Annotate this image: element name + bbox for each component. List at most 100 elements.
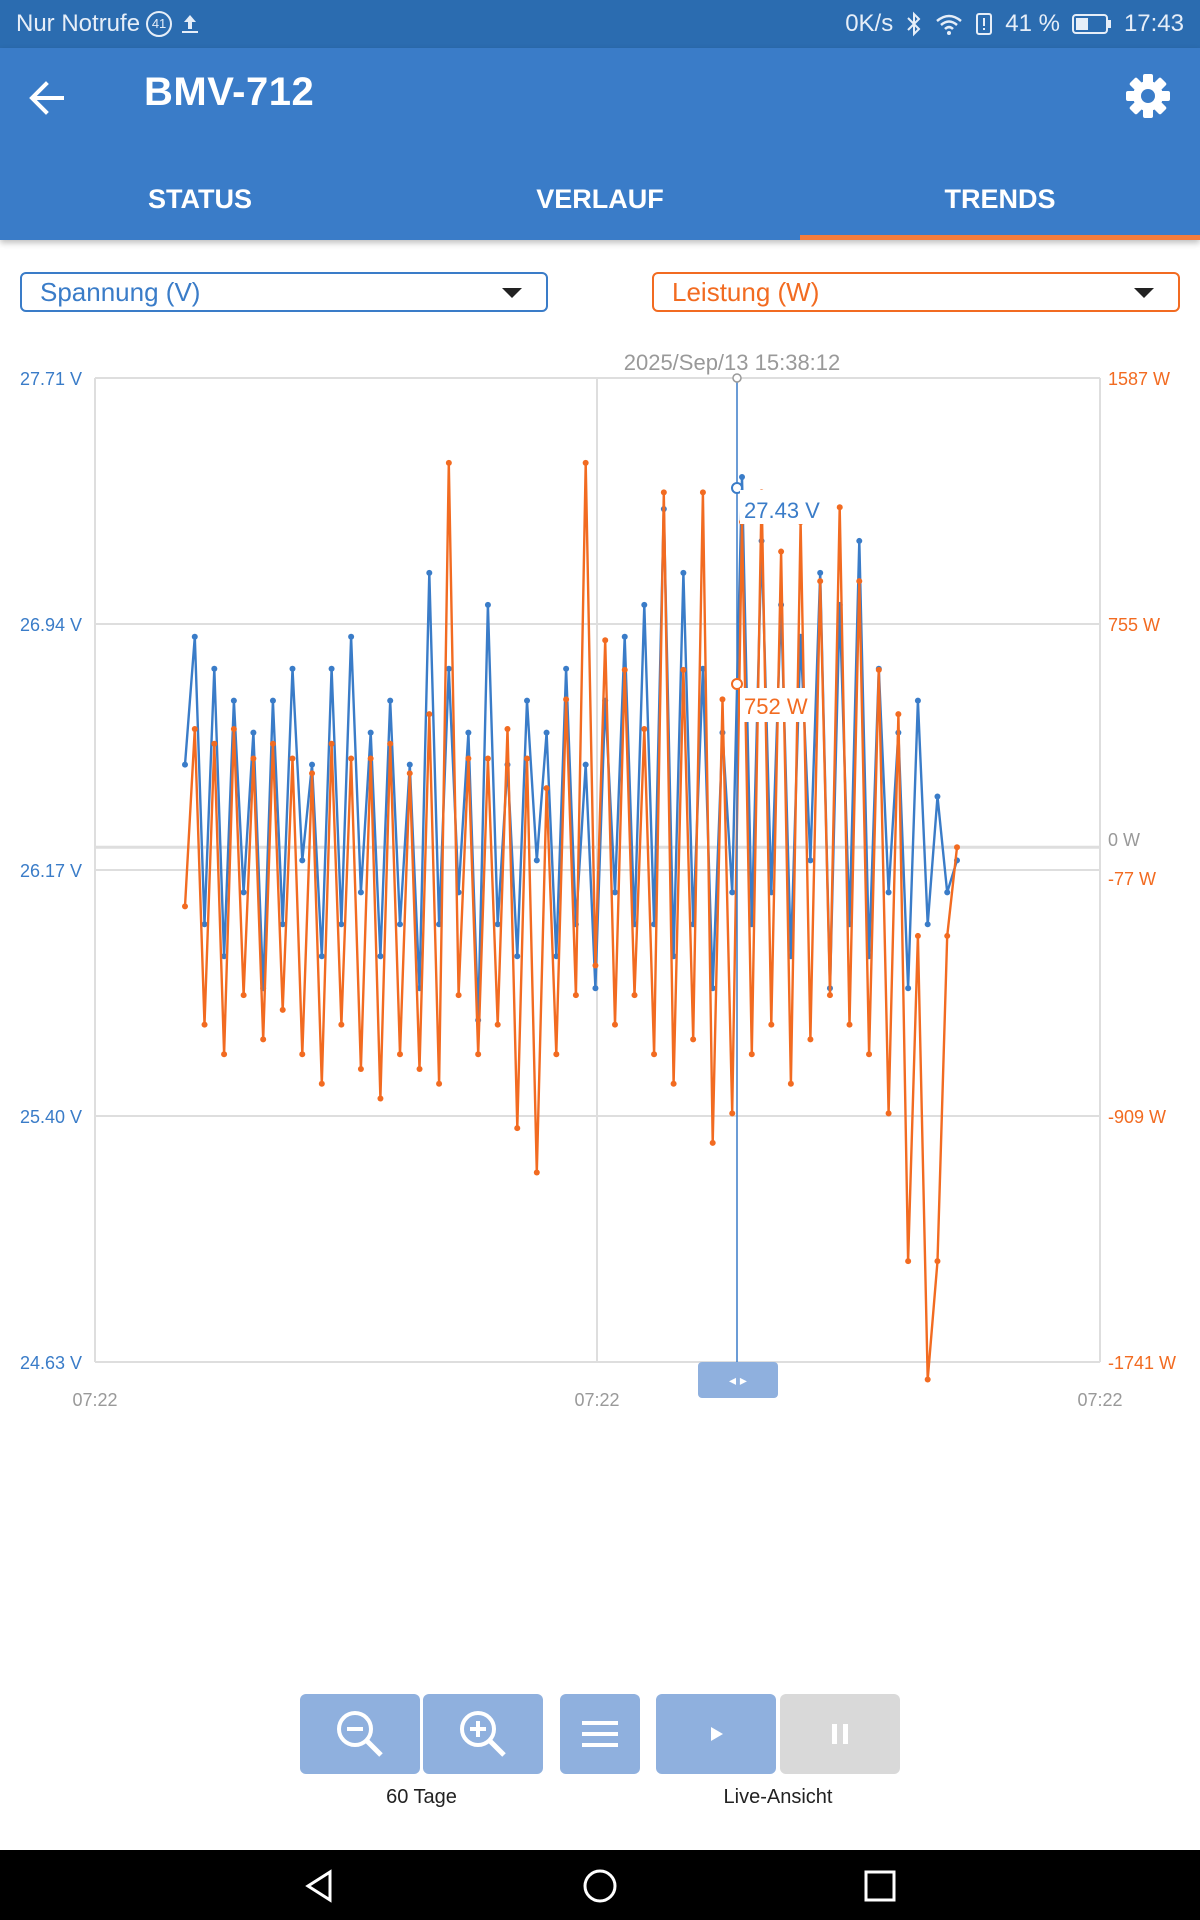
left-axis-select[interactable]: Spannung (V) bbox=[20, 272, 548, 312]
left-axis-tick-label: 24.63 V bbox=[20, 1353, 82, 1373]
chevron-down-icon bbox=[502, 288, 522, 298]
data-point bbox=[611, 1021, 618, 1028]
x-axis-tick-label: 07:22 bbox=[72, 1390, 117, 1410]
data-point bbox=[475, 1051, 482, 1058]
data-point bbox=[191, 725, 198, 732]
left-axis-tick-label: 27.71 V bbox=[20, 369, 82, 389]
clock-text: 17:43 bbox=[1123, 10, 1184, 37]
data-point bbox=[289, 755, 296, 762]
back-arrow-icon bbox=[29, 81, 64, 115]
data-point bbox=[279, 921, 286, 928]
nav-home-icon[interactable] bbox=[580, 1866, 620, 1906]
data-point bbox=[914, 697, 921, 704]
cursor-voltage-marker bbox=[731, 482, 743, 494]
data-point bbox=[514, 953, 521, 960]
data-point bbox=[954, 844, 960, 851]
settings-button[interactable] bbox=[1122, 70, 1174, 122]
data-point bbox=[260, 1036, 267, 1043]
data-point bbox=[240, 889, 247, 896]
series-line bbox=[183, 462, 959, 1380]
data-point bbox=[856, 537, 863, 544]
page-title: BMV-712 bbox=[144, 70, 315, 114]
right-axis-tick-label: 1587 W bbox=[1108, 369, 1170, 389]
app-bar: BMV-712 STATUS VERLAUF TRENDS bbox=[0, 48, 1200, 240]
zoom-in-button[interactable] bbox=[423, 1694, 543, 1774]
data-point bbox=[348, 633, 355, 640]
data-point bbox=[328, 665, 335, 672]
trend-chart[interactable]: 27.71 V 26.94 V 26.17 V 25.40 V 24.63 V 1587 … bbox=[0, 340, 1200, 1660]
back-button[interactable] bbox=[22, 74, 74, 122]
data-point bbox=[524, 755, 531, 762]
data-point bbox=[455, 992, 462, 999]
data-point bbox=[924, 921, 931, 928]
carrier-text: Nur Notrufe bbox=[16, 10, 141, 37]
zoom-in-icon bbox=[460, 1711, 506, 1757]
data-point bbox=[905, 1258, 912, 1265]
data-point bbox=[309, 761, 316, 768]
upload-icon bbox=[182, 15, 199, 33]
data-point bbox=[299, 857, 306, 864]
data-point bbox=[494, 921, 501, 928]
live-view-label: Live-Ansicht bbox=[723, 1786, 833, 1808]
right-axis-select[interactable]: Leistung (W) bbox=[652, 272, 1180, 312]
wifi-icon bbox=[936, 14, 963, 35]
data-point bbox=[250, 729, 257, 736]
data-point bbox=[318, 953, 325, 960]
left-axis-select-value: Spannung (V) bbox=[40, 277, 201, 307]
scrub-handle[interactable] bbox=[698, 1362, 778, 1398]
data-point bbox=[396, 921, 403, 928]
data-point bbox=[182, 761, 188, 768]
chart-grid: 27.71 V 26.94 V 26.17 V 25.40 V 24.63 V 1587 … bbox=[20, 369, 1176, 1410]
data-point bbox=[944, 889, 951, 896]
data-point bbox=[572, 992, 579, 999]
data-point bbox=[406, 770, 413, 777]
notification-count-badge: 41 bbox=[146, 11, 173, 37]
data-point bbox=[856, 578, 863, 585]
data-point bbox=[934, 793, 941, 800]
tab-trends[interactable]: TRENDS bbox=[800, 168, 1200, 240]
data-point bbox=[563, 696, 570, 703]
network-speed-text: 0K/s bbox=[845, 10, 894, 37]
data-point bbox=[230, 725, 237, 732]
left-axis-tick-label: 26.94 V bbox=[20, 615, 82, 635]
pause-button[interactable] bbox=[780, 1694, 900, 1774]
status-bar: Nur Notrufe 41 0K/s 41 % 17:43 bbox=[0, 0, 1200, 48]
data-point bbox=[338, 1021, 345, 1028]
data-point bbox=[221, 1051, 228, 1058]
tab-status[interactable]: STATUS bbox=[148, 184, 252, 214]
data-point bbox=[817, 569, 824, 576]
data-point bbox=[768, 1021, 775, 1028]
data-point bbox=[299, 1051, 306, 1058]
nav-back-icon[interactable] bbox=[300, 1866, 340, 1906]
data-point bbox=[230, 697, 237, 704]
data-point bbox=[436, 1080, 443, 1087]
cursor-top-handle[interactable] bbox=[732, 373, 742, 383]
data-point bbox=[524, 697, 531, 704]
data-point bbox=[328, 740, 335, 747]
data-point bbox=[641, 725, 648, 732]
right-axis-tick-label: -909 W bbox=[1108, 1107, 1166, 1127]
data-point bbox=[426, 569, 433, 576]
pause-icon bbox=[832, 1724, 848, 1744]
data-point bbox=[582, 459, 589, 466]
data-point bbox=[221, 953, 228, 960]
left-axis-tick-label: 26.17 V bbox=[20, 861, 82, 881]
data-point bbox=[201, 1021, 208, 1028]
gear-icon bbox=[1126, 74, 1170, 118]
bluetooth-icon bbox=[907, 11, 921, 37]
alert-icon bbox=[976, 13, 993, 35]
data-point bbox=[465, 729, 472, 736]
data-point bbox=[787, 1080, 794, 1087]
data-point bbox=[553, 1051, 560, 1058]
play-button[interactable] bbox=[656, 1694, 776, 1774]
menu-button[interactable] bbox=[560, 1694, 640, 1774]
data-point bbox=[651, 1051, 658, 1058]
zoom-out-button[interactable] bbox=[300, 1694, 420, 1774]
data-point bbox=[377, 1095, 384, 1102]
data-point bbox=[729, 1110, 736, 1117]
data-point bbox=[416, 1065, 423, 1072]
data-point bbox=[543, 785, 550, 792]
data-point bbox=[357, 1065, 364, 1072]
nav-recents-icon[interactable] bbox=[860, 1866, 900, 1906]
tab-verlauf[interactable]: VERLAUF bbox=[536, 184, 664, 214]
